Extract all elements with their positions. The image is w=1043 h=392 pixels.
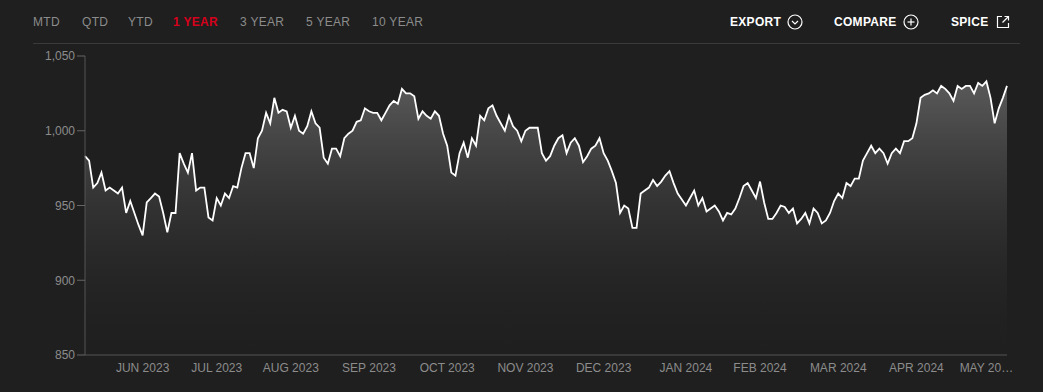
html-text:MTD: MTD [33, 15, 60, 29]
svg-text:850: 850 [55, 348, 75, 362]
svg-text:900: 900 [55, 274, 75, 288]
html-text:SPICE: SPICE [951, 15, 989, 29]
svg-text:MAR 2024: MAR 2024 [810, 361, 867, 375]
html-text:10 YEAR: 10 YEAR [372, 15, 424, 29]
svg-text:FEB 2024: FEB 2024 [733, 361, 787, 375]
html-text:EXPORT: EXPORT [730, 15, 782, 29]
svg-text:OCT 2023: OCT 2023 [420, 361, 475, 375]
svg-text:1,000: 1,000 [45, 124, 75, 138]
svg-text:MAY 20…: MAY 20… [960, 361, 1014, 375]
svg-text:SEP 2023: SEP 2023 [342, 361, 396, 375]
svg-text:APR 2024: APR 2024 [889, 361, 944, 375]
svg-text:DEC 2023: DEC 2023 [576, 361, 632, 375]
svg-text:NOV 2023: NOV 2023 [497, 361, 553, 375]
html-text:QTD: QTD [82, 15, 109, 29]
html-text:3 YEAR: 3 YEAR [240, 15, 285, 29]
html-text:5 YEAR: 5 YEAR [306, 15, 351, 29]
html-text:1 YEAR: 1 YEAR [173, 15, 218, 29]
svg-text:1,050: 1,050 [45, 49, 75, 63]
svg-text:AUG 2023: AUG 2023 [263, 361, 319, 375]
svg-text:JAN 2024: JAN 2024 [660, 361, 713, 375]
html-text:YTD: YTD [128, 15, 153, 29]
svg-text:JUN 2023: JUN 2023 [116, 361, 170, 375]
svg-text:JUL 2023: JUL 2023 [191, 361, 242, 375]
html-text:COMPARE: COMPARE [834, 15, 897, 29]
svg-text:950: 950 [55, 199, 75, 213]
